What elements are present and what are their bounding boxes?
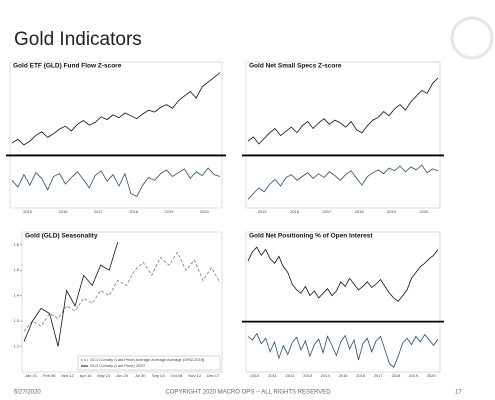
legend-label: GC1 Comdty (Last Price) Average Average … [90, 357, 204, 362]
x-tick-label: Mar 12 [61, 373, 74, 378]
x-tick-label: Oct 08 [171, 373, 184, 378]
slide-title: Gold Indicators [14, 29, 142, 50]
x-tick-label: 2015 [339, 373, 349, 378]
chart-title: Gold Net Small Specs Z-score [249, 63, 342, 70]
data-line [247, 77, 439, 145]
x-tick-label: 2017 [94, 209, 104, 214]
x-tick-label: 2020 [419, 209, 429, 214]
legend-box [77, 355, 221, 371]
y-tick-label: 1.5 [13, 267, 19, 272]
x-tick-label: Jan 01 [25, 373, 38, 378]
y-tick-label: 1.4 [13, 293, 19, 298]
x-tick-label: 2016 [290, 209, 300, 214]
footer-page: 17 [455, 390, 462, 396]
data-line [11, 72, 221, 146]
x-tick-label: 2013 [303, 373, 313, 378]
x-tick-label: Jun 25 [116, 373, 129, 378]
plot-frame [9, 61, 223, 209]
legend-label: GLD Comdty (Last Price) 2020 [90, 363, 145, 368]
chart-title: Gold ETF (GLD) Fund Flow Z-score [13, 63, 122, 70]
x-tick-label: 2018 [355, 209, 365, 214]
logo [450, 16, 494, 60]
chart-title: Gold (GLD) Seasonality [25, 233, 98, 240]
x-tick-label: 2019 [409, 373, 419, 378]
x-tick-label: 2017 [374, 373, 384, 378]
x-tick-label: May 21 [97, 373, 111, 378]
x-tick-label: Sep 03 [152, 373, 165, 378]
x-tick-label: Dec 17 [207, 373, 220, 378]
x-tick-label: Jul 30 [135, 373, 146, 378]
y-tick-label: 1.3 [13, 318, 19, 323]
x-tick-label: 2012 [286, 373, 296, 378]
plot-frame [245, 231, 441, 373]
chart-title: Gold Net Positioning % of Open Interest [249, 233, 373, 240]
x-tick-label: Feb 05 [43, 373, 56, 378]
x-tick-label: 2015 [258, 209, 268, 214]
y-tick-label: 1.2 [13, 344, 19, 349]
x-tick-label: Nov 12 [188, 373, 201, 378]
x-tick-label: 2020 [200, 209, 210, 214]
data-line [247, 164, 439, 200]
data-line [11, 167, 221, 198]
data-line [247, 332, 439, 368]
footer-date: 6/27/2020 [14, 390, 41, 396]
x-tick-label: 2019 [387, 209, 397, 214]
x-tick-label: 2018 [391, 373, 401, 378]
data-line [23, 242, 119, 347]
x-tick-label: 2015 [23, 209, 33, 214]
x-tick-label: 2018 [129, 209, 139, 214]
plot-frame [245, 61, 441, 209]
x-tick-label: 2019 [165, 209, 175, 214]
y-tick-label: 1.6 [13, 242, 19, 247]
x-tick-label: 2016 [356, 373, 366, 378]
x-tick-label: 2010 [250, 373, 260, 378]
x-tick-label: Apr 16 [80, 373, 93, 378]
data-line [247, 246, 439, 302]
data-line [23, 251, 221, 332]
footer-copyright: COPYRIGHT 2020 MACRO OPS -- ALL RIGHTS R… [165, 390, 331, 396]
x-tick-label: 2017 [322, 209, 332, 214]
x-tick-label: 2014 [321, 373, 331, 378]
plot-frame [21, 231, 223, 373]
x-tick-label: 2016 [59, 209, 69, 214]
x-tick-label: 2011 [268, 373, 277, 378]
x-tick-label: 2020 [427, 373, 437, 378]
